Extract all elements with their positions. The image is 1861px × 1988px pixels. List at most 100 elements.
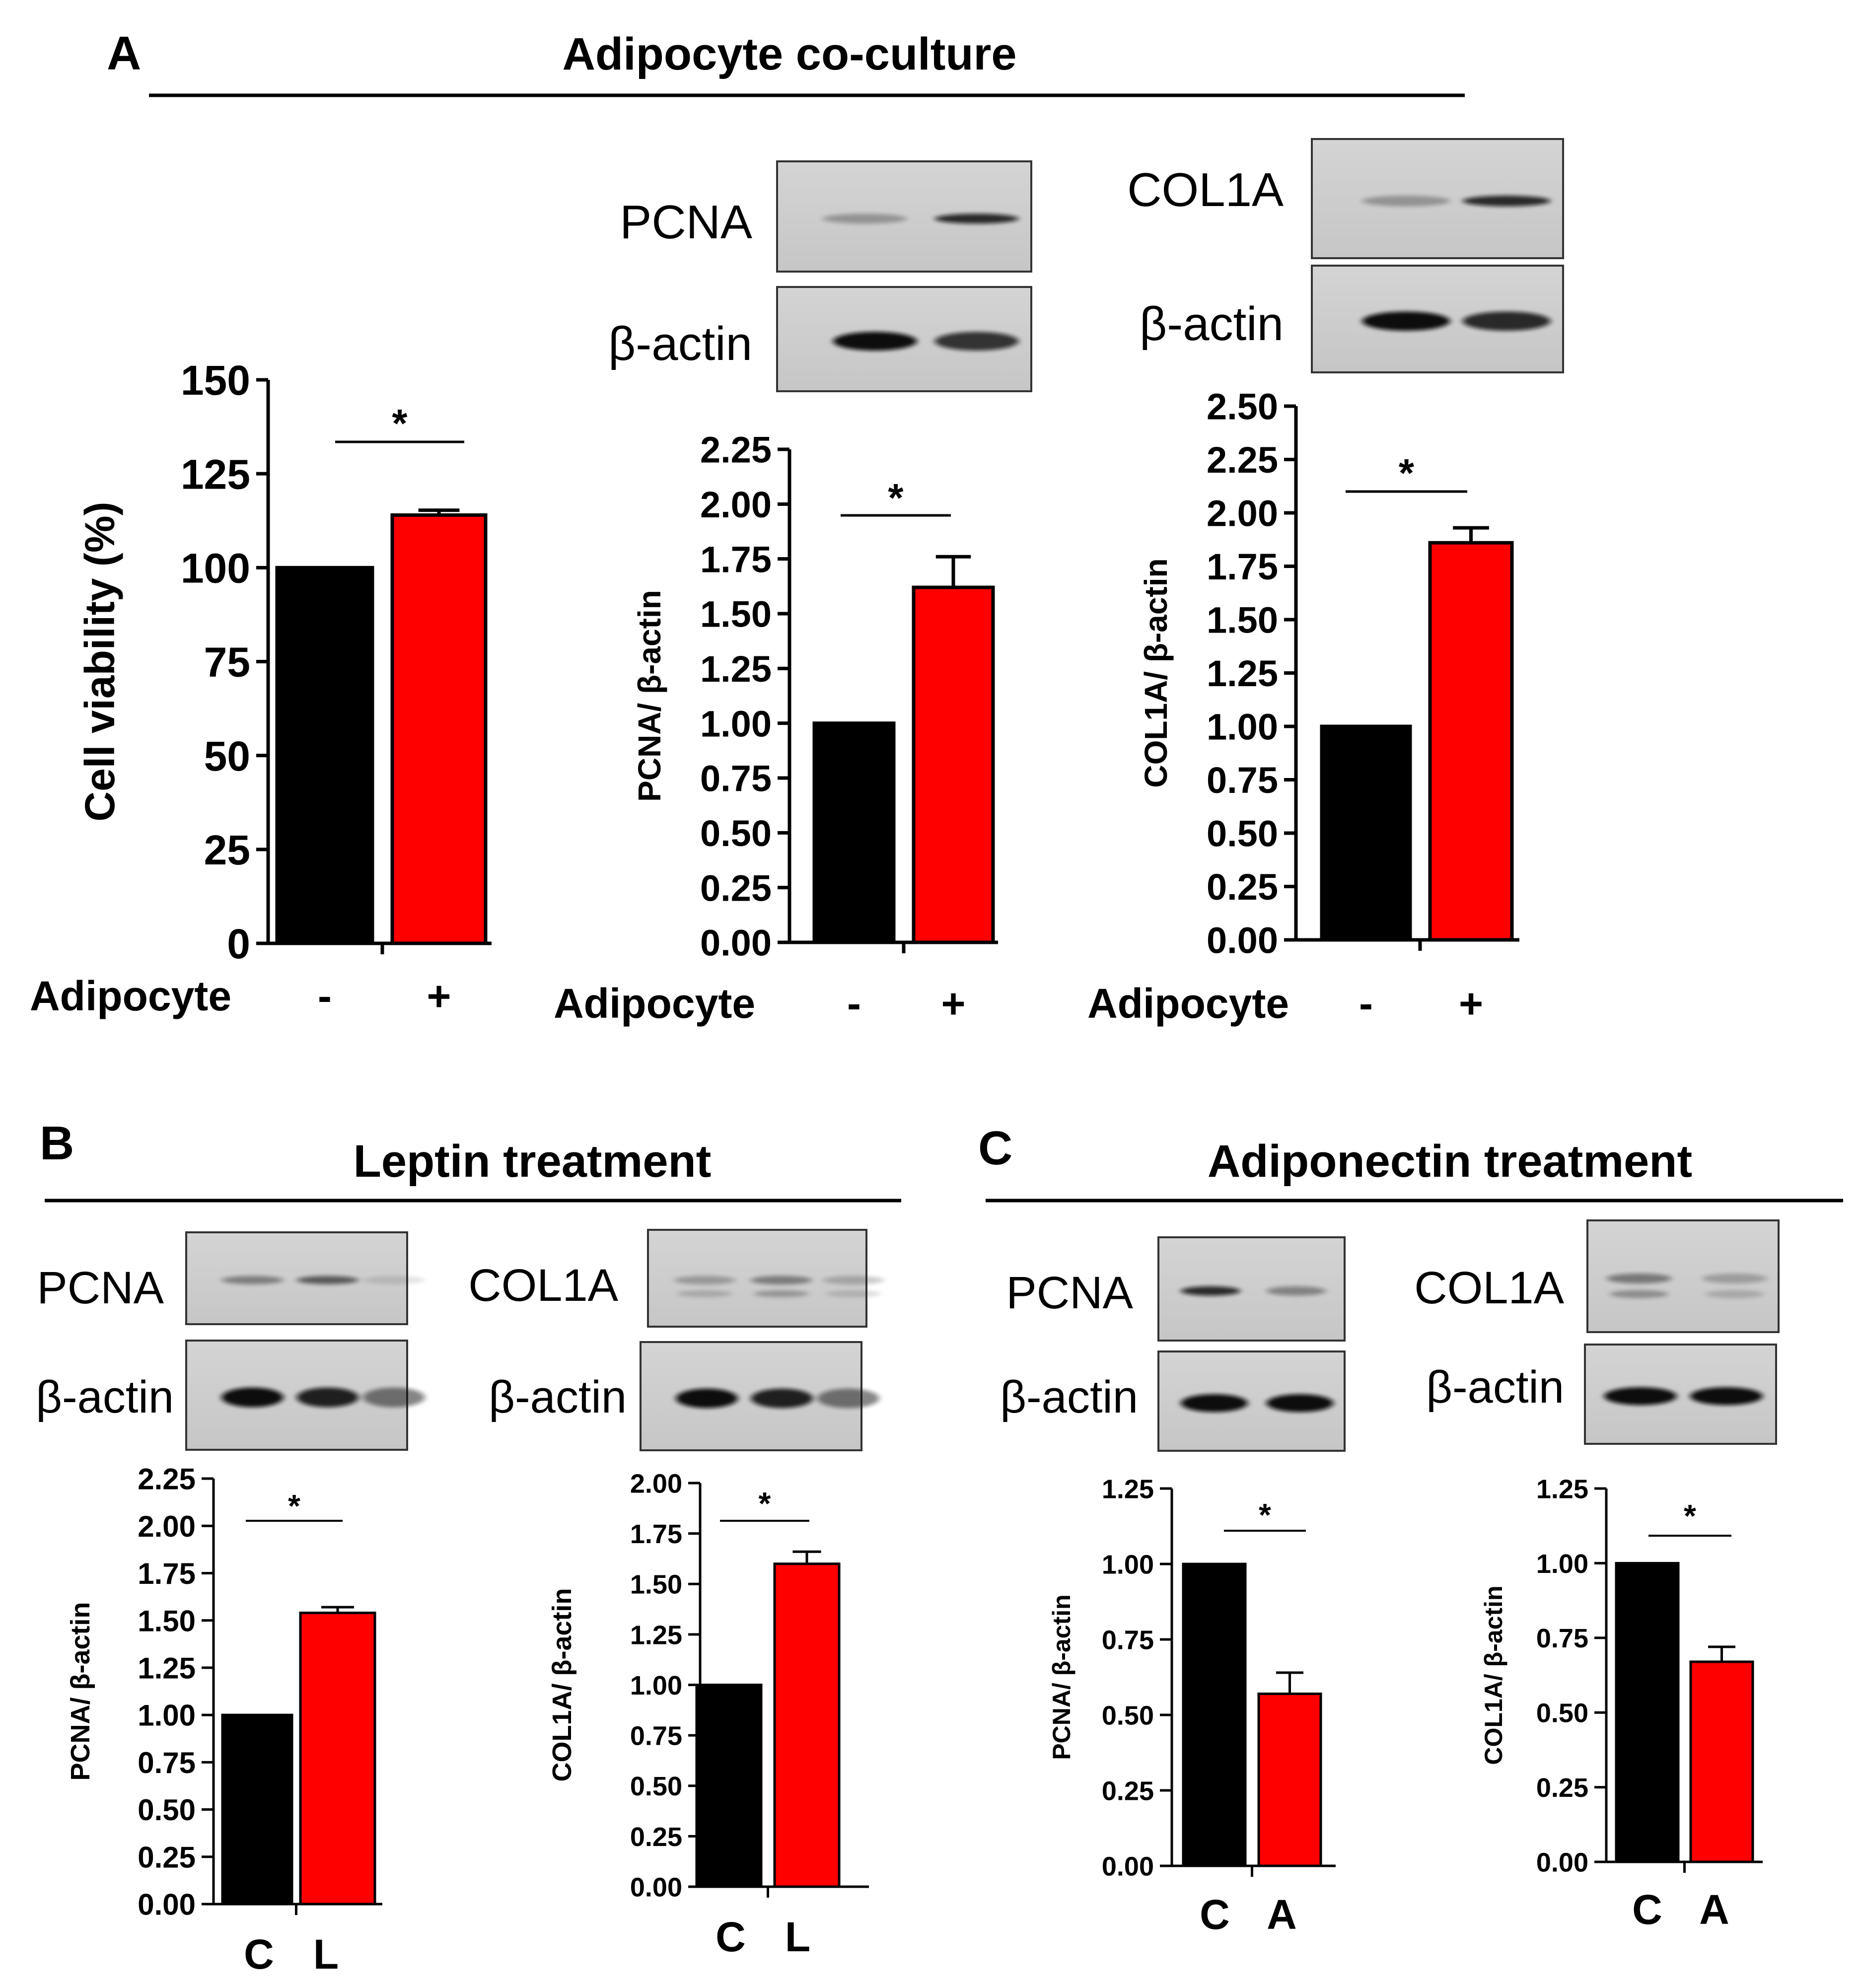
y-tick-label: 1.00 — [1536, 1549, 1588, 1579]
x-category-label: C — [716, 1914, 746, 1960]
blot-label: COL1A — [468, 1260, 618, 1311]
y-tick-label: 100 — [181, 545, 250, 592]
blot-label: β-actin — [1426, 1362, 1564, 1413]
chart-c2: 0.00 0.25 0.50 0.75 1.00 1.25 C A COL1A/ β-actin… — [1480, 1474, 1763, 1933]
bar-treatment — [1257, 1692, 1322, 1867]
y-tick-label: 1.25 — [630, 1620, 682, 1650]
bar-control — [812, 721, 896, 944]
significance-star: * — [1684, 1498, 1696, 1534]
y-tick-label: 1.75 — [700, 539, 772, 580]
chart-b1: 0.00 0.25 0.50 0.75 1.00 1.25 1.50 1.75 2.00 2.25… — [66, 1463, 382, 1978]
bar-treatment — [299, 1611, 376, 1906]
y-tick-label: 150 — [181, 357, 250, 404]
y-axis-label: PCNA/ β-actin — [632, 590, 667, 802]
blot-b-col-actin: β-actin — [489, 1341, 879, 1451]
blot-band-lower — [753, 1290, 809, 1297]
blot-band — [1462, 196, 1551, 207]
y-tick-label: 25 — [204, 827, 250, 873]
x-category-label: L — [785, 1914, 810, 1960]
y-tick-label: 1.00 — [630, 1671, 682, 1701]
blot-label: COL1A — [1414, 1263, 1564, 1313]
y-tick-label: 0.75 — [700, 758, 772, 799]
bar-charts: 0 25 50 75 100 125 150 - + Adipocyte Cell viabilit… — [30, 357, 1763, 1978]
y-tick-label: 0.00 — [1536, 1847, 1588, 1877]
y-tick-label: 0.25 — [1207, 866, 1278, 908]
y-tick-label: 0.25 — [138, 1841, 196, 1874]
y-axis-label: COL1A/ β-actin — [1480, 1585, 1507, 1765]
x-axis-label: Adipocyte — [30, 973, 231, 1019]
blot-band — [1266, 1286, 1326, 1296]
blot-label: PCNA — [1006, 1268, 1133, 1318]
blot-band-lower — [677, 1290, 732, 1297]
x-category-label: C — [1632, 1886, 1662, 1933]
panel-b-letter: B — [40, 1117, 74, 1170]
blot-band — [1181, 1286, 1240, 1296]
chart-c1: 0.00 0.25 0.50 0.75 1.00 1.25 C A PCNA/ β-actin * — [1048, 1474, 1336, 1938]
chart-a1: 0 25 50 75 100 125 150 - + Adipocyte Cell viabilit… — [30, 357, 492, 1019]
blot-band — [221, 1387, 284, 1408]
bar-treatment — [1689, 1660, 1754, 1863]
blot-label: PCNA — [620, 196, 752, 249]
y-tick-label: 1.25 — [1207, 653, 1278, 694]
y-tick-label: 0.50 — [630, 1772, 682, 1801]
blot-c-col-actin: β-actin — [1426, 1344, 1777, 1445]
blot-band — [833, 332, 917, 351]
blot-label: β-actin — [1140, 297, 1284, 351]
panel-b-title: Leptin treatment — [354, 1136, 712, 1187]
significance-star: * — [1259, 1497, 1271, 1533]
y-tick-label: 1.00 — [700, 703, 772, 744]
y-axis-label: COL1A/ β-actin — [547, 1588, 577, 1782]
blot-band — [1604, 1387, 1677, 1405]
blot-band — [751, 1388, 813, 1408]
blot-band — [750, 1276, 812, 1285]
y-tick-label: 1.00 — [1207, 707, 1278, 748]
y-tick-label: 1.50 — [1207, 600, 1278, 641]
blot-b-col: COL1A — [468, 1229, 884, 1328]
panel-c-title: Adiponectin treatment — [1208, 1136, 1692, 1187]
y-tick-label: 1.25 — [138, 1651, 196, 1685]
blot-label: β-actin — [36, 1372, 174, 1422]
y-tick-label: 0.75 — [138, 1746, 196, 1779]
y-tick-label: 2.25 — [1207, 439, 1278, 481]
blot-label: PCNA — [37, 1263, 164, 1313]
chart-a2: 0.00 0.25 0.50 0.75 1.00 1.25 1.50 1.75 2.00 2.25… — [554, 429, 998, 1027]
y-tick-label: 1.75 — [138, 1557, 196, 1590]
y-tick-label: 1.75 — [630, 1519, 682, 1549]
y-tick-label: 0.25 — [700, 867, 772, 909]
y-tick-label: 1.75 — [1207, 546, 1278, 587]
bar-treatment — [1428, 541, 1514, 942]
y-tick-label: 1.25 — [1536, 1474, 1588, 1504]
y-tick-label: 2.25 — [700, 429, 772, 471]
blot-band — [296, 1276, 359, 1284]
x-category-label: A — [1267, 1891, 1297, 1938]
y-tick-label: 1.50 — [138, 1604, 196, 1637]
blot-band — [1462, 311, 1551, 331]
panel-a-title: Adipocyte co-culture — [562, 29, 1016, 79]
bar-control — [221, 1713, 293, 1906]
blot-band — [934, 213, 1019, 224]
y-axis-label: PCNA/ β-actin — [66, 1602, 95, 1781]
y-tick-label: 2.00 — [700, 484, 772, 525]
blot-band — [1181, 1394, 1248, 1412]
blot-band — [1606, 1273, 1672, 1284]
y-tick-label: 75 — [204, 639, 250, 686]
blot-band — [1266, 1394, 1334, 1412]
bar-treatment — [912, 585, 995, 944]
bar-treatment — [773, 1562, 841, 1888]
y-tick-label: 0.50 — [700, 813, 772, 854]
blot-c-col: COL1A — [1414, 1219, 1780, 1333]
x-category-label: C — [1200, 1891, 1230, 1938]
y-tick-label: 1.00 — [1102, 1550, 1154, 1579]
x-category-label: C — [244, 1931, 274, 1978]
blot-band — [674, 1276, 735, 1285]
y-tick-label: 1.00 — [138, 1699, 196, 1732]
y-tick-label: 2.00 — [138, 1510, 196, 1543]
blot-band — [817, 1388, 879, 1408]
blot-band — [1690, 1387, 1763, 1405]
y-tick-label: 2.00 — [1207, 493, 1278, 534]
blot-band — [823, 213, 907, 224]
y-tick-label: 2.25 — [138, 1463, 196, 1496]
x-category-label: A — [1699, 1886, 1729, 1933]
blot-band-lower — [826, 1290, 881, 1297]
